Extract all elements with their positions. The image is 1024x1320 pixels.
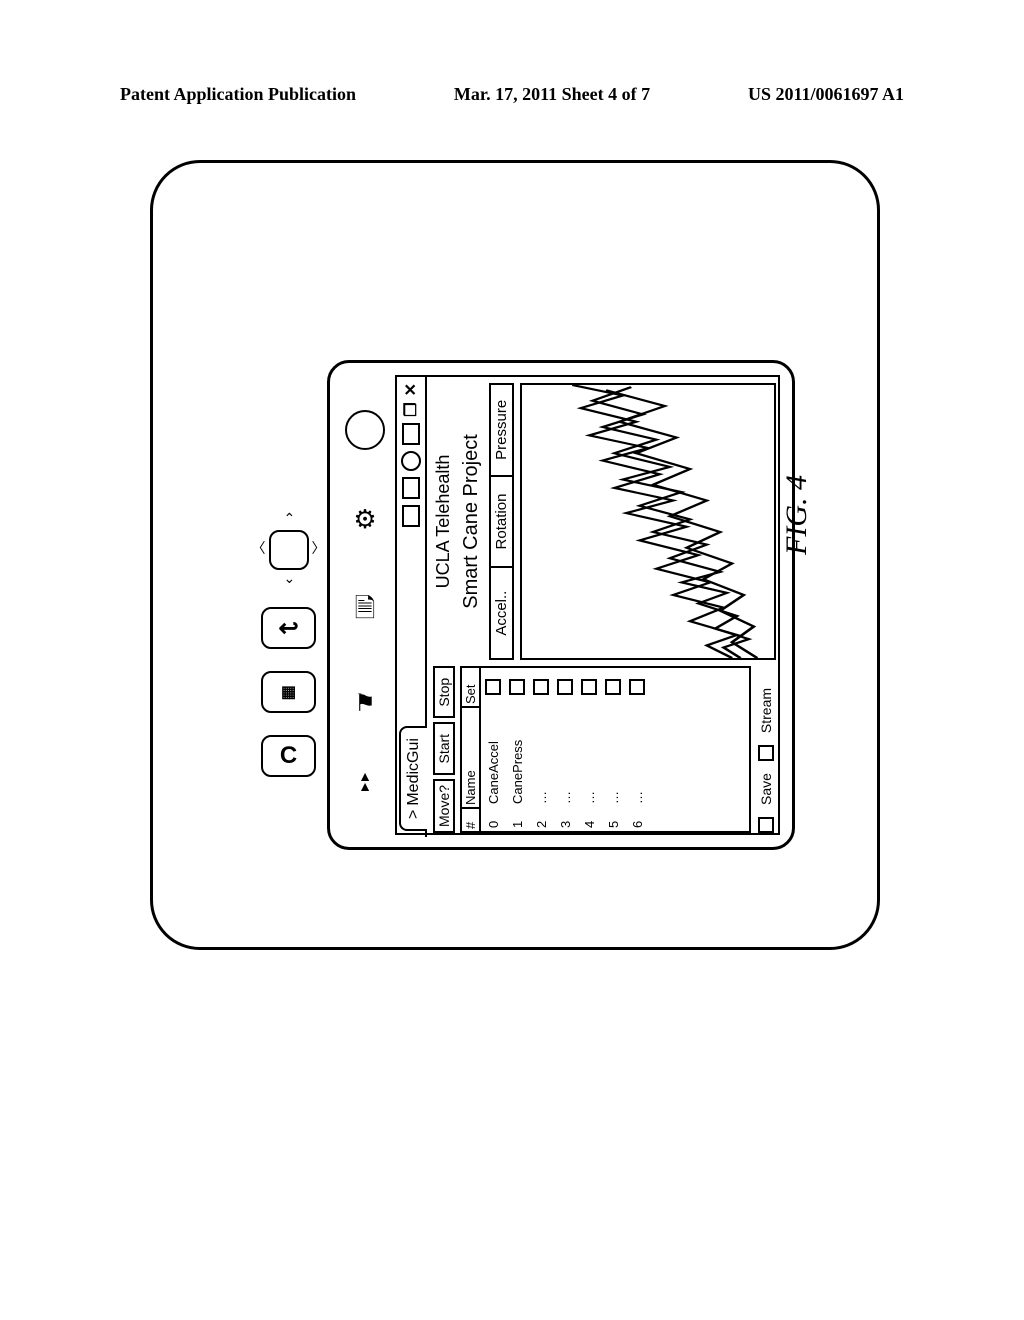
window-btn-circle[interactable] <box>401 451 421 471</box>
table-row[interactable]: 3… <box>553 668 577 831</box>
header-left: Patent Application Publication <box>120 84 356 105</box>
dpad-up-icon[interactable]: ⌃ <box>284 513 296 527</box>
left-pane: Move? Start Stop # Name Set 0CaneAccel 1 <box>427 662 782 837</box>
move-label: Move? <box>436 785 452 827</box>
app-body: Move? Start Stop # Name Set 0CaneAccel 1 <box>427 377 782 837</box>
back-icon: ↩ <box>278 614 298 643</box>
note-icon[interactable]: 🗎 <box>355 590 376 634</box>
stop-button[interactable]: Stop <box>433 666 455 718</box>
sensor-grid: # Name Set 0CaneAccel 1CanePress 2… 3… 4… <box>460 666 751 833</box>
table-row[interactable]: 5… <box>601 668 625 831</box>
back-button[interactable]: ↩ <box>261 607 316 649</box>
figure-area: ⌃ ⌄ 〈 〉 ↩ ▦ C ⚙ 🗎 ⚑ ▲▲ > MedicGui <box>150 160 880 950</box>
tab-rotation[interactable]: Rotation <box>491 475 512 567</box>
save-label: Save <box>758 773 774 805</box>
control-row: Move? Start Stop <box>433 666 455 833</box>
header-line2: Smart Cane Project <box>460 383 483 660</box>
header-center: Mar. 17, 2011 Sheet 4 of 7 <box>454 84 650 105</box>
start-label: Start <box>436 734 452 764</box>
table-row[interactable]: 0CaneAccel <box>481 668 505 831</box>
figure-label: FIG. 4 <box>780 475 814 555</box>
camera-icon <box>345 410 385 450</box>
screen: > MedicGui ❐ ✕ Move? Start <box>395 375 780 835</box>
menu-button[interactable]: ▦ <box>261 671 316 713</box>
save-checkbox[interactable] <box>758 817 774 833</box>
move-button[interactable]: Move? <box>433 779 455 833</box>
dpad[interactable]: ⌃ ⌄ 〈 〉 <box>254 515 324 585</box>
c-button[interactable]: C <box>261 735 316 777</box>
close-icon[interactable]: ✕ <box>401 383 421 396</box>
col-name: Name <box>462 706 479 807</box>
table-row[interactable]: 2… <box>529 668 553 831</box>
right-pane: UCLA Telehealth Smart Cane Project Accel… <box>427 377 782 662</box>
chevron-icon: > <box>405 810 423 819</box>
dpad-left-icon[interactable]: 〈 <box>252 543 266 557</box>
tab-pressure[interactable]: Pressure <box>491 385 512 475</box>
dpad-down-icon[interactable]: ⌄ <box>284 573 296 587</box>
window-btn-1[interactable] <box>402 505 420 527</box>
table-row[interactable]: 4… <box>577 668 601 831</box>
tab-accel[interactable]: Accel.. <box>491 566 512 658</box>
app-name: MedicGui <box>405 738 423 806</box>
start-button[interactable]: Start <box>433 722 455 774</box>
gears-icon[interactable]: ⚙ <box>353 505 376 535</box>
stop-label: Stop <box>436 678 452 707</box>
checkbox[interactable] <box>509 679 525 695</box>
col-set: Set <box>462 668 479 706</box>
grid-header: # Name Set <box>462 668 481 831</box>
chart <box>520 383 776 660</box>
checkbox[interactable] <box>485 679 501 695</box>
col-num: # <box>462 807 479 831</box>
restore-icon[interactable]: ❐ <box>401 402 421 416</box>
checkbox[interactable] <box>581 679 597 695</box>
header-line1: UCLA Telehealth <box>433 383 454 660</box>
titlebar: > MedicGui ❐ ✕ <box>397 377 427 837</box>
window-btn-3[interactable] <box>402 423 420 445</box>
flag-icon[interactable]: ⚑ <box>354 689 376 718</box>
c-label: C <box>280 742 297 770</box>
chart-tabs: Accel.. Rotation Pressure <box>489 383 514 660</box>
save-stream-row: Save Stream <box>756 666 776 833</box>
table-row[interactable]: 1CanePress <box>505 668 529 831</box>
app-window: > MedicGui ❐ ✕ Move? Start <box>397 377 782 837</box>
checkbox[interactable] <box>629 679 645 695</box>
app-title-tab: > MedicGui <box>399 726 427 831</box>
header-right: US 2011/0061697 A1 <box>748 84 904 105</box>
up-arrows-icon[interactable]: ▲▲ <box>358 773 372 793</box>
hardware-buttons: ⌃ ⌄ 〈 〉 ↩ ▦ C <box>250 515 327 777</box>
dpad-center[interactable] <box>269 530 309 570</box>
table-row[interactable]: 6… <box>625 668 649 831</box>
phone: ⌃ ⌄ 〈 〉 ↩ ▦ C ⚙ 🗎 ⚑ ▲▲ > MedicGui <box>250 360 795 850</box>
checkbox[interactable] <box>605 679 621 695</box>
checkbox[interactable] <box>533 679 549 695</box>
stream-checkbox[interactable] <box>758 745 774 761</box>
chart-svg <box>522 385 774 658</box>
window-btn-2[interactable] <box>402 477 420 499</box>
checkbox[interactable] <box>557 679 573 695</box>
stream-label: Stream <box>758 688 774 733</box>
menu-icon: ▦ <box>281 682 296 702</box>
dpad-right-icon[interactable]: 〉 <box>312 543 326 557</box>
side-icons: ⚙ 🗎 ⚑ ▲▲ <box>340 410 390 793</box>
patent-header: Patent Application Publication Mar. 17, … <box>0 84 1024 105</box>
